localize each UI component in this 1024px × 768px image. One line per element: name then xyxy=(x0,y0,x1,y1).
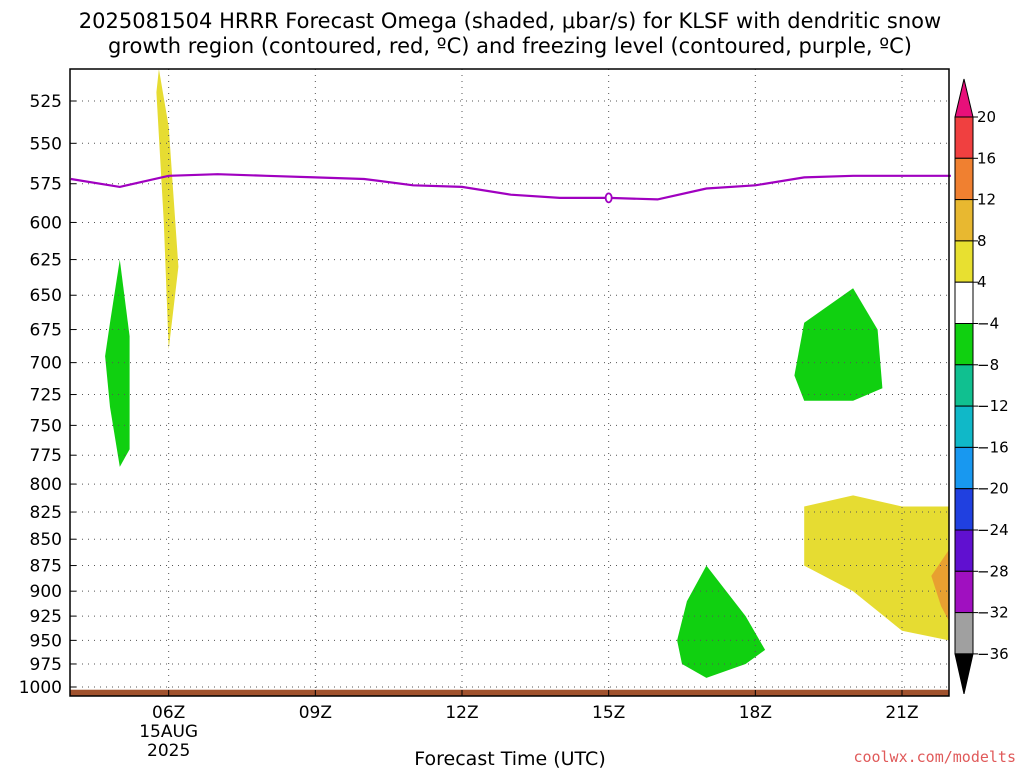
x-tick-label: 18Z xyxy=(739,703,772,723)
freezing-level-label-marker xyxy=(604,192,613,204)
surface-band xyxy=(70,689,949,696)
colorbar-label: −16 xyxy=(977,438,1009,456)
freezing-level-line xyxy=(70,173,951,201)
colorbar-label: −28 xyxy=(977,562,1009,580)
y-tick-label: 525 xyxy=(30,92,62,112)
colorbar-label: 4 xyxy=(977,273,987,291)
y-axis: 525 550 575 600 625 650 675 700 725 750 775 800 825 8… xyxy=(19,92,76,698)
y-tick-label: 950 xyxy=(30,631,62,651)
y-tick-label: 600 xyxy=(30,213,62,233)
colorbar-label: 8 xyxy=(977,232,987,250)
colorbar-bin xyxy=(954,116,974,159)
x-tick-label: 15Z xyxy=(592,703,625,723)
omega-region xyxy=(931,549,949,621)
colorbar-bottom-arrow xyxy=(954,653,974,695)
x-axis-label: Forecast Time (UTC) xyxy=(414,748,605,768)
y-tick-label: 725 xyxy=(30,386,62,406)
colorbar-label: −36 xyxy=(977,645,1009,663)
colorbar-label: 12 xyxy=(977,191,996,209)
ground-surface xyxy=(70,689,949,696)
chart-title-line-2: growth region (contoured, red, ºC) and f… xyxy=(108,34,912,58)
colorbar-bin xyxy=(954,529,974,572)
omega-region xyxy=(804,495,949,641)
x-tick-year: 2025 xyxy=(147,741,190,761)
x-tick-label: 21Z xyxy=(885,703,918,723)
y-tick-label: 650 xyxy=(30,286,62,306)
y-tick-label: 550 xyxy=(30,134,62,154)
omega-region xyxy=(105,259,130,467)
colorbar-label: −4 xyxy=(977,315,999,333)
colorbar-bin xyxy=(954,612,974,655)
colorbar-label: −12 xyxy=(977,397,1009,415)
colorbar-label: −20 xyxy=(977,480,1009,498)
x-tick-label: 06Z xyxy=(152,703,185,723)
colorbar-bin xyxy=(954,488,974,531)
colorbar-bin xyxy=(954,405,974,448)
y-tick-label: 850 xyxy=(30,530,62,550)
x-tick-date: 15AUG xyxy=(139,722,198,742)
y-tick-label: 700 xyxy=(30,354,62,374)
y-tick-label: 625 xyxy=(30,251,62,271)
x-tick-label: 09Z xyxy=(299,703,332,723)
y-tick-label: 925 xyxy=(30,607,62,627)
omega-region xyxy=(156,69,179,350)
colorbar-label: 20 xyxy=(977,108,996,126)
colorbar-bin xyxy=(954,240,974,283)
colorbar-bin xyxy=(954,199,974,242)
y-tick-label: 900 xyxy=(30,582,62,602)
colorbar-bin xyxy=(954,570,974,614)
y-tick-label: 675 xyxy=(30,321,62,341)
y-tick-label: 575 xyxy=(30,175,62,195)
y-tick-label: 775 xyxy=(30,446,62,466)
y-tick-label: 1000 xyxy=(19,678,62,698)
colorbar-label: 16 xyxy=(977,149,996,167)
x-tick-label: 12Z xyxy=(445,703,478,723)
colorbar-bin xyxy=(954,323,974,366)
colorbar-label: −24 xyxy=(977,521,1009,539)
colorbar-bin xyxy=(954,446,974,490)
plot-frame xyxy=(69,68,950,697)
colorbar-bin xyxy=(954,157,974,201)
omega-region xyxy=(794,288,883,401)
colorbar-bin xyxy=(954,281,974,325)
colorbar-bin xyxy=(954,364,974,407)
colorbar-label: −32 xyxy=(977,604,1009,622)
omega-shaded-regions xyxy=(105,69,949,678)
y-tick-label: 750 xyxy=(30,416,62,436)
watermark: coolwx.com/modelts xyxy=(853,748,1016,766)
omega-region xyxy=(677,565,766,678)
y-tick-label: 825 xyxy=(30,503,62,523)
grid xyxy=(70,69,949,696)
y-tick-label: 875 xyxy=(30,557,62,577)
chart-title-line-1: 2025081504 HRRR Forecast Omega (shaded, … xyxy=(79,9,941,33)
y-tick-label: 800 xyxy=(30,475,62,495)
y-tick-label: 975 xyxy=(30,655,62,675)
colorbar-top-arrow xyxy=(954,78,974,118)
freezing-level-contour xyxy=(70,173,951,204)
colorbar: 20 16 12 8 4 −4 −8 −12 −16 −20 −24 −28 −32 −36 xyxy=(954,78,1009,695)
colorbar-label: −8 xyxy=(977,356,999,374)
